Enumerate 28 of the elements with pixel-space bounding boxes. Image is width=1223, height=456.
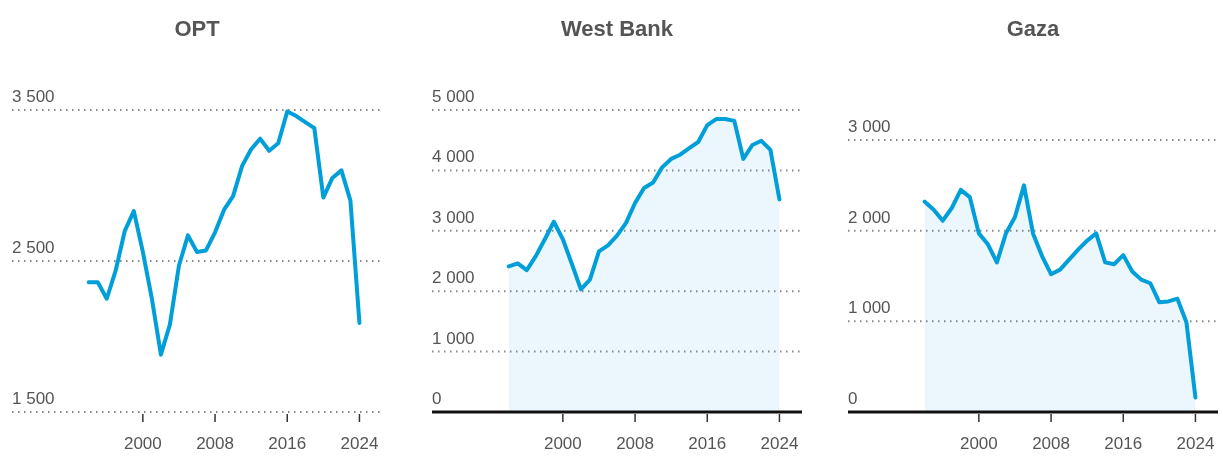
x-tick-label: 2008 <box>196 434 234 453</box>
x-tick-label: 2016 <box>1104 434 1143 453</box>
x-tick-label: 2024 <box>340 434 379 453</box>
y-tick-label: 4 000 <box>432 147 475 167</box>
y-tick-label: 3 500 <box>12 87 55 106</box>
y-tick-label: 1 000 <box>848 298 891 318</box>
x-tick-label: 2008 <box>1032 434 1070 453</box>
y-tick-label: 3 000 <box>848 117 891 136</box>
y-tick-label: 1 000 <box>432 328 475 348</box>
x-tick-label: 2000 <box>959 434 998 453</box>
x-tick-label: 2024 <box>760 434 799 453</box>
x-tick-label: 2024 <box>1176 434 1215 453</box>
chart-title: West Bank <box>560 16 674 41</box>
y-tick-label: 0 <box>432 389 442 408</box>
chart-title: Gaza <box>1006 16 1061 41</box>
y-tick-label: 3 000 <box>432 207 475 227</box>
x-tick-label: 2016 <box>688 434 727 453</box>
y-tick-label: 1 500 <box>12 389 55 408</box>
x-tick-label: 2000 <box>123 434 162 453</box>
y-tick-label: 2 000 <box>848 207 891 227</box>
y-tick-label: 2 000 <box>432 268 475 288</box>
y-tick-label: 0 <box>848 389 858 408</box>
x-tick-label: 2016 <box>268 434 307 453</box>
x-tick-label: 2008 <box>616 434 654 453</box>
y-tick-label: 5 000 <box>432 87 475 106</box>
x-tick-label: 2000 <box>543 434 582 453</box>
y-tick-label: 2 500 <box>12 238 55 257</box>
chart-title: OPT <box>174 16 221 41</box>
